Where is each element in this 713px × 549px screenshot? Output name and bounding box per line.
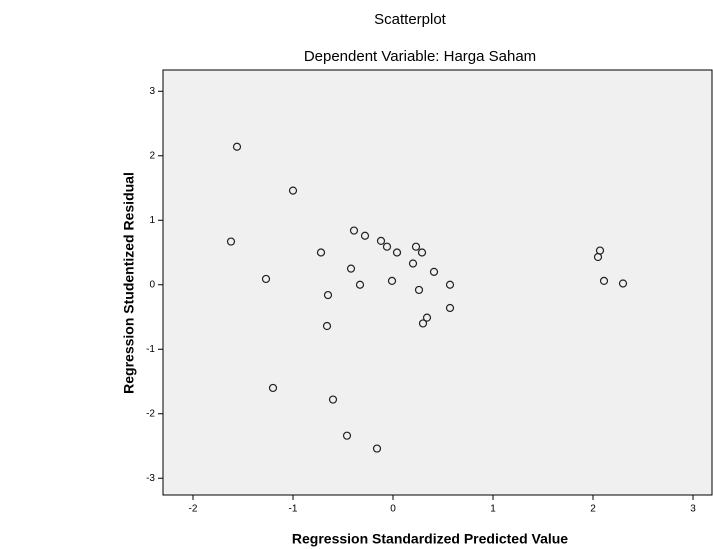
y-tick-label: 1: [149, 215, 155, 226]
chart: Scatterplot Dependent Variable: Harga Sa…: [0, 0, 713, 549]
x-axis-label: Regression Standardized Predicted Value: [292, 531, 568, 547]
x-tick-label: -2: [189, 504, 198, 515]
x-tick-label: 3: [690, 504, 696, 515]
page: Scatterplot Dependent Variable: Harga Sa…: [0, 0, 713, 549]
plot-area: [163, 70, 712, 495]
y-tick-label: 3: [149, 86, 155, 97]
y-tick-label: 0: [149, 279, 155, 290]
y-tick-label: -3: [146, 473, 155, 484]
x-tick-label: -1: [289, 504, 298, 515]
y-tick-label: -2: [146, 408, 155, 419]
x-tick-label: 1: [490, 504, 496, 515]
x-tick-label: 2: [590, 504, 596, 515]
y-tick-label: -1: [146, 344, 155, 355]
chart-title: Scatterplot: [374, 11, 447, 28]
y-tick-label: 2: [149, 150, 155, 161]
chart-subtitle: Dependent Variable: Harga Saham: [304, 48, 536, 65]
x-tick-label: 0: [390, 504, 396, 515]
y-axis-label: Regression Studentized Residual: [121, 172, 137, 394]
